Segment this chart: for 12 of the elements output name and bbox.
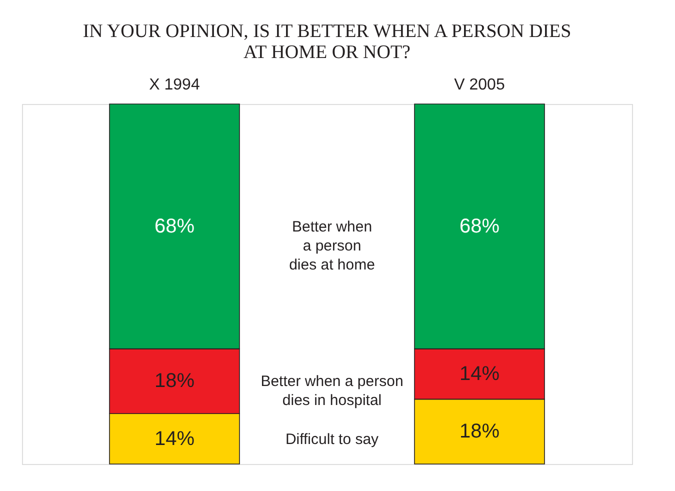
chart-title: IN YOUR OPINION, IS IT BETTER WHEN A PERSON DIES AT HOME OR NOT? bbox=[82, 21, 572, 63]
series-label: Better when a person dies in hospital bbox=[260, 373, 404, 410]
text: Difficult to say bbox=[285, 430, 380, 448]
x-tick-label: V 2005 bbox=[454, 76, 505, 94]
data-label: 68% bbox=[154, 215, 195, 238]
data-label: 14% bbox=[154, 428, 195, 450]
data-label: 68% bbox=[459, 215, 500, 238]
x-tick-label: X 1994 bbox=[149, 76, 200, 94]
data-label: 14% bbox=[459, 363, 500, 385]
data-label: 18% bbox=[459, 420, 500, 443]
text: Better when a person dies at home bbox=[289, 218, 375, 274]
data-label: 18% bbox=[154, 370, 195, 392]
